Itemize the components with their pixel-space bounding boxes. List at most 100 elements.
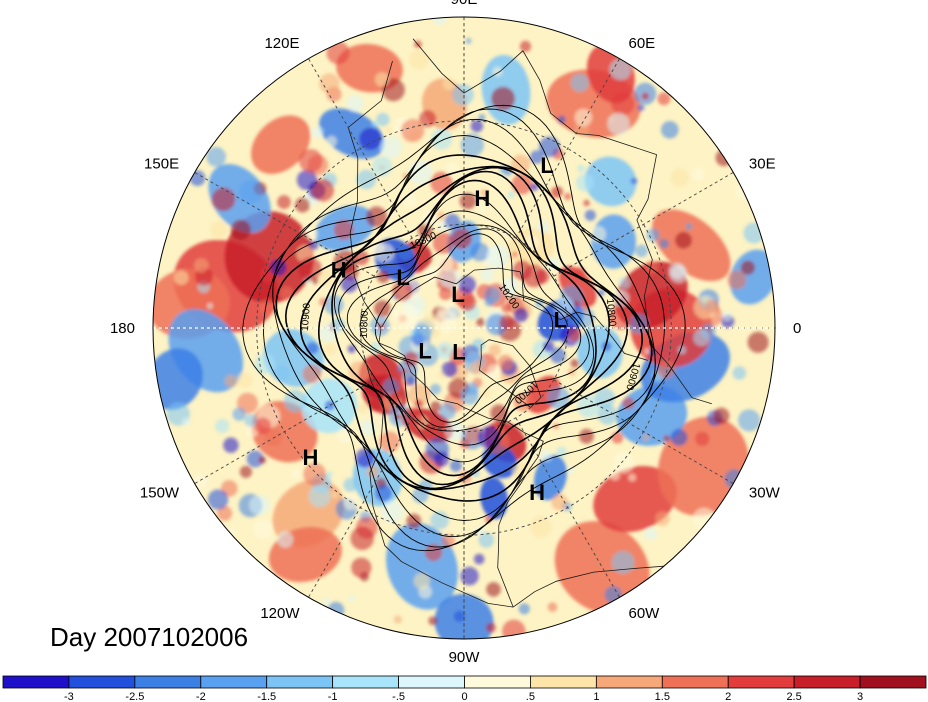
anomaly-speck (618, 277, 631, 289)
anomaly-speck (431, 128, 453, 150)
anomaly-speck (194, 258, 209, 273)
longitude-label-lon-150w: 150W (140, 485, 180, 502)
anomaly-speck (511, 251, 519, 258)
anomaly-speck (306, 342, 319, 355)
anomaly-speck (384, 126, 392, 134)
colorbar-swatch (68, 675, 136, 689)
anomaly-speck (659, 238, 669, 249)
anomaly-speck (406, 513, 422, 529)
longitude-label-lon-30w: 30W (749, 485, 781, 502)
anomaly-speck (583, 199, 590, 207)
anomaly-speck (470, 242, 490, 262)
anomaly-speck (564, 192, 572, 201)
anomaly-speck (622, 397, 635, 410)
colorbar: -3 -2.5 -2 -1.5 -1 -.5 0 .5 1 1.5 2 2.5 3 (2, 675, 927, 702)
low-pressure-marker: L (540, 153, 553, 178)
anomaly-speck (430, 401, 442, 413)
anomaly-speck (656, 359, 676, 379)
anomaly-speck (217, 505, 233, 521)
anomaly-speck (232, 407, 246, 421)
anomaly-speck (327, 601, 345, 619)
anomaly-speck (655, 511, 670, 526)
anomaly-speck (436, 342, 454, 360)
anomaly-speck (488, 344, 501, 357)
anomaly-speck (249, 495, 270, 515)
colorbar-tick-label: .5 (526, 691, 535, 702)
anomaly-speck (439, 402, 456, 420)
map-disk (153, 17, 775, 639)
colorbar-swatch (464, 675, 531, 689)
anomaly-speck (442, 78, 455, 91)
anomaly-speck (244, 413, 258, 427)
anomaly-speck (487, 364, 501, 379)
height-contour (299, 166, 629, 490)
anomaly-patch (386, 522, 458, 610)
meridian-line (515, 417, 620, 598)
anomaly-speck (424, 543, 443, 562)
anomaly-speck (206, 147, 226, 167)
anomaly-speck (486, 582, 501, 597)
anomaly-speck (675, 231, 692, 249)
anomaly-speck (630, 177, 638, 185)
anomaly-speck (393, 303, 417, 328)
anomaly-speck (265, 330, 272, 338)
map-border (152, 16, 776, 640)
anomaly-speck (458, 275, 476, 294)
anomaly-speck (507, 191, 515, 199)
anomaly-speck (380, 136, 403, 159)
anomaly-speck (470, 119, 484, 133)
anomaly-speck (230, 219, 251, 240)
anomaly-speck (573, 300, 580, 308)
anomaly-speck (246, 450, 264, 468)
anomaly-speck (368, 399, 382, 412)
anomaly-speck (607, 112, 630, 135)
anomaly-speck (295, 197, 310, 213)
anomaly-patch (251, 115, 311, 174)
anomaly-speck (317, 268, 335, 286)
anomaly-speck (259, 299, 276, 316)
anomaly-speck (236, 372, 253, 389)
anomaly-speck (173, 270, 189, 286)
longitude-label-lon-0: 0 (793, 320, 801, 337)
low-pressure-marker: L (396, 265, 409, 290)
anomaly-speck (486, 244, 510, 268)
anomaly-speck (206, 302, 214, 310)
low-pressure-marker: L (554, 308, 567, 333)
colorbar-swatch (530, 675, 597, 689)
high-pressure-marker: H (331, 258, 347, 283)
anomaly-speck (239, 465, 252, 478)
anomaly-speck (685, 222, 693, 231)
anomaly-speck (453, 610, 465, 622)
anomaly-speck (439, 287, 453, 301)
anomaly-speck (379, 431, 400, 453)
meridian-line (553, 172, 734, 277)
colorbar-swatch (200, 675, 268, 689)
anomaly-patch (482, 444, 518, 479)
anomaly-speck (374, 72, 390, 87)
anomaly-speck (432, 232, 455, 255)
anomaly-speck (628, 473, 636, 482)
colorbar-swatch (859, 675, 927, 689)
anomaly-speck (347, 344, 356, 354)
anomaly-speck (722, 311, 732, 321)
anomaly-speck (610, 470, 620, 481)
anomaly-speck (530, 183, 539, 192)
anomaly-speck (669, 262, 685, 279)
coastline (378, 267, 521, 344)
coastline (363, 354, 514, 608)
anomaly-speck (252, 518, 273, 540)
longitude-label-lon-90w: 90W (449, 649, 481, 666)
colorbar-swatch (2, 675, 70, 689)
anomaly-speck (326, 41, 350, 65)
anomaly-speck (356, 169, 377, 190)
longitude-label-lon-60w: 60W (629, 605, 661, 622)
coastlines (347, 38, 712, 608)
colorbar-tick-label: 0 (461, 691, 467, 702)
anomaly-speck (670, 168, 689, 187)
low-pressure-marker: L (452, 340, 465, 365)
anomaly-speck (473, 553, 485, 565)
anomaly-speck (480, 189, 488, 197)
meridian-line (553, 379, 734, 484)
anomaly-speck (497, 354, 514, 371)
colorbar-tick-label: -.5 (392, 691, 405, 702)
